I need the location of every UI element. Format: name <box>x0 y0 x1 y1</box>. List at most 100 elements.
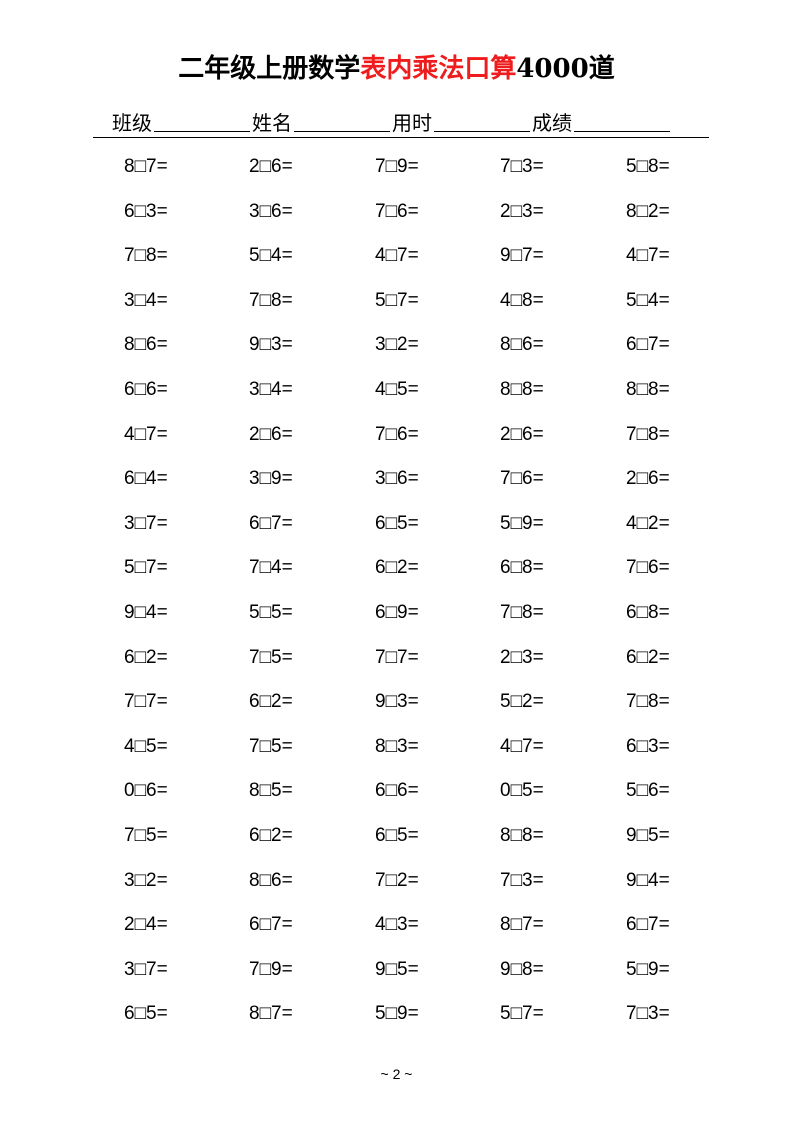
problem-item: 5□6= <box>626 780 670 802</box>
problem-item: 8□3= <box>375 735 419 757</box>
problem-item: 7□2= <box>375 869 419 891</box>
problem-item: 3□7= <box>124 512 168 534</box>
problem-item: 6□2= <box>249 691 293 713</box>
problem-item: 6□7= <box>626 334 670 356</box>
problem-item: 9□3= <box>375 691 419 713</box>
problem-item: 8□6= <box>500 334 544 356</box>
title-part-red: 表内乘法口算 <box>360 54 517 84</box>
problem-item: 9□4= <box>124 602 168 623</box>
problem-item: 7□8= <box>500 602 544 623</box>
problem-item: 2□6= <box>626 468 670 490</box>
problem-item: 6□2= <box>375 557 419 579</box>
class-blank[interactable] <box>154 113 250 132</box>
problem-item: 8□7= <box>124 156 168 177</box>
title-part-3: 4000道 <box>516 54 615 84</box>
problem-item: 7□6= <box>500 468 544 490</box>
problem-item: 6□5= <box>124 1003 168 1025</box>
page-title: 二年级上册数学表内乘法口算4000道 <box>0 48 793 85</box>
problem-item: 3□6= <box>249 200 293 222</box>
problem-item: 9□4= <box>626 869 670 891</box>
problem-item: 4□3= <box>375 914 419 936</box>
problem-item: 2□6= <box>249 423 293 445</box>
problem-item: 7□3= <box>500 156 544 177</box>
problem-item: 5□8= <box>626 156 670 177</box>
problem-item: 7□7= <box>375 646 419 668</box>
problem-item: 0□5= <box>500 780 544 802</box>
problem-item: 6□2= <box>626 646 670 668</box>
problem-item: 7□8= <box>124 245 168 267</box>
problem-item: 4□7= <box>375 245 419 267</box>
problem-item: 7□6= <box>626 557 670 579</box>
problem-item: 7□7= <box>124 691 168 713</box>
problem-item: 9□8= <box>500 958 544 980</box>
problem-item: 7□9= <box>249 958 293 980</box>
problem-item: 7□3= <box>626 1003 670 1025</box>
problem-item: 5□4= <box>249 245 293 267</box>
problem-item: 2□6= <box>249 156 293 177</box>
problem-item: 6□9= <box>375 602 419 623</box>
header-divider <box>93 137 709 138</box>
problem-item: 6□8= <box>626 602 670 623</box>
problem-item: 5□2= <box>500 691 544 713</box>
problem-item: 8□7= <box>500 914 544 936</box>
problem-item: 4□2= <box>626 512 670 534</box>
problem-item: 2□4= <box>124 914 168 936</box>
problem-item: 6□2= <box>249 825 293 846</box>
problem-item: 3□2= <box>375 334 419 356</box>
problem-item: 8□8= <box>500 825 544 846</box>
problem-item: 9□7= <box>500 245 544 267</box>
student-info-line: 班级 姓名 用时 成绩 <box>112 107 672 136</box>
problem-item: 6□7= <box>626 914 670 936</box>
score-label: 成绩 <box>532 113 572 135</box>
page-number: ~ 2 ~ <box>380 1066 413 1082</box>
problem-item: 7□5= <box>249 735 293 757</box>
problem-item: 7□5= <box>249 646 293 668</box>
problem-item: 5□9= <box>626 958 670 980</box>
problem-item: 5□9= <box>500 512 544 534</box>
problem-item: 9□3= <box>249 334 293 356</box>
problem-item: 0□6= <box>124 780 168 802</box>
time-label: 用时 <box>392 113 432 135</box>
problem-item: 8□5= <box>249 780 293 802</box>
problem-item: 5□7= <box>500 1003 544 1025</box>
time-blank[interactable] <box>434 113 530 132</box>
problem-item: 6□3= <box>626 735 670 757</box>
problem-item: 4□7= <box>500 735 544 757</box>
problem-item: 4□5= <box>375 379 419 400</box>
problem-item: 6□6= <box>375 780 419 802</box>
name-label: 姓名 <box>252 113 292 135</box>
problem-item: 4□7= <box>124 423 168 445</box>
problem-item: 2□3= <box>500 646 544 668</box>
problem-item: 7□9= <box>375 156 419 177</box>
problem-item: 8□6= <box>249 869 293 891</box>
problem-item: 7□8= <box>626 423 670 445</box>
problem-item: 6□8= <box>500 557 544 579</box>
problem-item: 5□5= <box>249 602 293 623</box>
problem-item: 3□2= <box>124 869 168 891</box>
problem-item: 3□6= <box>375 468 419 490</box>
problem-item: 6□6= <box>124 379 168 400</box>
problem-item: 2□3= <box>500 200 544 222</box>
problem-item: 7□4= <box>249 557 293 579</box>
problem-item: 7□6= <box>375 423 419 445</box>
problem-item: 4□8= <box>500 289 544 311</box>
problem-item: 8□8= <box>626 379 670 400</box>
problem-item: 3□7= <box>124 958 168 980</box>
problem-item: 6□5= <box>375 512 419 534</box>
problem-item: 5□7= <box>124 557 168 579</box>
title-part-1: 二年级上册数学 <box>178 54 361 84</box>
problem-item: 7□6= <box>375 200 419 222</box>
problem-item: 4□5= <box>124 735 168 757</box>
problem-item: 5□4= <box>626 289 670 311</box>
name-blank[interactable] <box>294 113 390 132</box>
problem-item: 8□8= <box>500 379 544 400</box>
problem-item: 6□5= <box>375 825 419 846</box>
problem-item: 3□9= <box>249 468 293 490</box>
class-label: 班级 <box>112 113 152 135</box>
problem-item: 6□3= <box>124 200 168 222</box>
problem-item: 3□4= <box>249 379 293 400</box>
score-blank[interactable] <box>574 113 670 132</box>
problem-item: 5□7= <box>375 289 419 311</box>
problem-item: 4□7= <box>626 245 670 267</box>
problem-item: 7□5= <box>124 825 168 846</box>
